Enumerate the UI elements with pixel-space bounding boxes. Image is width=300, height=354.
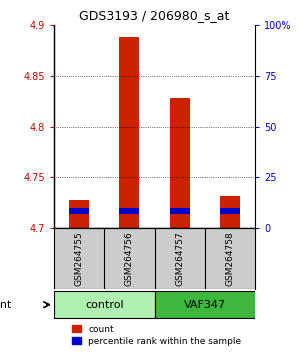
Bar [69, 208, 89, 214]
Bar [169, 98, 190, 228]
Text: GSM264757: GSM264757 [175, 232, 184, 286]
Text: GSM264758: GSM264758 [225, 232, 234, 286]
Text: control: control [85, 300, 124, 310]
Bar [119, 208, 140, 214]
Bar [220, 208, 240, 214]
Bar [119, 37, 140, 228]
Text: agent: agent [0, 300, 11, 310]
Text: GSM264755: GSM264755 [75, 232, 84, 286]
Bar [169, 208, 190, 214]
Bar [69, 200, 89, 228]
Text: GSM264756: GSM264756 [125, 232, 134, 286]
Bar [220, 196, 240, 228]
Title: GDS3193 / 206980_s_at: GDS3193 / 206980_s_at [79, 9, 230, 22]
FancyBboxPatch shape [54, 291, 154, 318]
Legend: count, percentile rank within the sample: count, percentile rank within the sample [69, 321, 245, 349]
Text: VAF347: VAF347 [184, 300, 226, 310]
FancyBboxPatch shape [154, 291, 255, 318]
